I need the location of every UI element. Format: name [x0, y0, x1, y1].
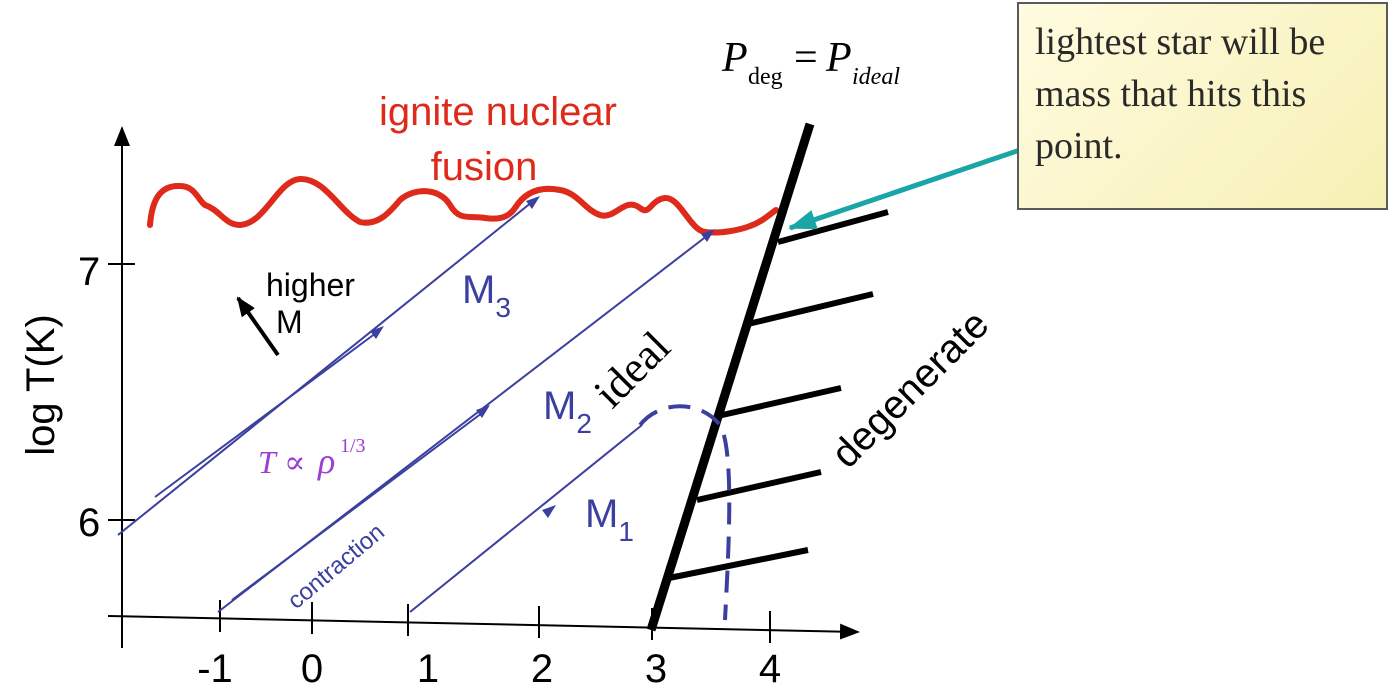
m2-arrowhead-mid	[476, 405, 490, 418]
callout-box: lightest star will be mass that hits thi…	[1017, 2, 1388, 210]
evolution-tracks	[117, 196, 715, 613]
relation-rho: ρ	[317, 441, 335, 481]
x-tick-label-4: 4	[759, 647, 781, 687]
fusion-curve	[147, 175, 779, 236]
higher-label: higher	[266, 267, 355, 303]
m3-track	[117, 197, 538, 536]
degenerate-hatch-2	[747, 291, 874, 327]
callout-text: lightest star will be mass that hits thi…	[1035, 21, 1326, 167]
pdeg-p2: P	[825, 35, 852, 81]
temperature-density-relation: T ∝ ρ 1/3	[258, 435, 366, 481]
degenerate-hatch-4	[696, 469, 822, 503]
relation-exp: 1/3	[340, 435, 366, 457]
y-tick-label-7: 7	[78, 250, 100, 294]
pdeg-equation: P deg = P ideal	[721, 35, 900, 90]
m3-track-parallel	[154, 329, 381, 498]
ignite-label-line2: fusion	[431, 145, 538, 189]
y-tick-label-6: 6	[78, 501, 100, 545]
m3-arrowhead-end	[526, 196, 540, 209]
degenerate-hatch-3	[717, 385, 842, 419]
x-tick-label-3: 3	[645, 647, 667, 687]
m3-label: M3	[462, 268, 511, 323]
pdeg-sub2: ideal	[852, 64, 900, 90]
pdeg-sub1: deg	[748, 64, 783, 90]
contraction-label: contraction	[283, 518, 390, 614]
degenerate-boundary-line	[646, 122, 815, 632]
m2-label: M2	[543, 384, 592, 439]
higher-mass-arrow	[236, 296, 280, 357]
ignite-label-line1: ignite nuclear	[379, 90, 617, 134]
degenerate-hatch-5	[668, 547, 809, 581]
x-tick-label--1: -1	[197, 647, 233, 687]
x-tick-label-2: 2	[531, 647, 553, 687]
y-axis-label: log T(K)	[19, 314, 63, 456]
relation-prop: ∝	[284, 444, 306, 480]
ideal-label: ideal	[584, 322, 679, 417]
x-tick-label-1: 1	[417, 647, 439, 687]
pdeg-eq: =	[794, 35, 818, 81]
callout-pointer-arrow	[788, 147, 1021, 231]
degenerate-label: degenerate	[823, 302, 997, 476]
x-tick-label-0: 0	[301, 647, 323, 687]
higher-m-label: M	[276, 304, 303, 340]
axes: -1 0 1 2 3 4 7 6 log T(K)	[19, 126, 860, 687]
m1-label: M1	[585, 492, 634, 547]
m2-arrowhead-end	[701, 229, 715, 242]
m1-track	[409, 424, 643, 613]
m1-arrowhead-mid	[542, 505, 556, 518]
x-axis	[107, 615, 860, 640]
relation-t: T	[258, 444, 278, 480]
m2-track-parallel	[231, 409, 487, 601]
pdeg-p1: P	[721, 35, 748, 81]
degenerate-hatch-1	[777, 209, 889, 245]
m3-arrowhead-mid	[370, 326, 384, 339]
